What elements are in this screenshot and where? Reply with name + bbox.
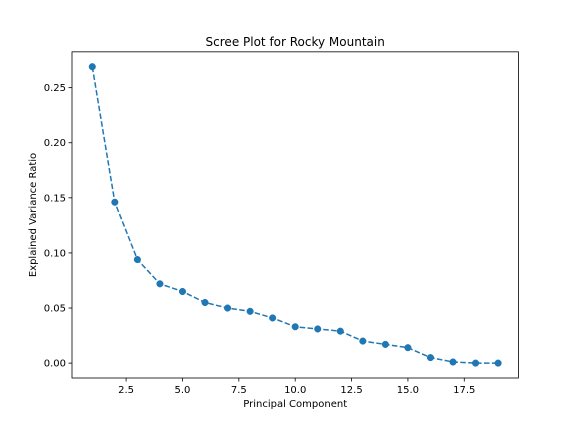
data-point-pc-1 bbox=[88, 63, 96, 71]
data-point-pc-18 bbox=[472, 359, 480, 367]
x-axis-label: Principal Component bbox=[243, 399, 347, 410]
x-tick-label: 15.0 bbox=[397, 385, 419, 396]
y-axis-label: Explained Variance Ratio bbox=[28, 153, 39, 277]
chart-title: Scree Plot for Rocky Mountain bbox=[206, 35, 385, 49]
y-tick-label: 0.10 bbox=[44, 248, 66, 259]
x-tick-label: 7.5 bbox=[231, 385, 247, 396]
data-point-pc-19 bbox=[494, 359, 502, 367]
data-point-pc-5 bbox=[178, 287, 187, 296]
data-point-pc-6 bbox=[201, 298, 209, 307]
x-tick-label: 2.5 bbox=[118, 385, 134, 396]
series-layer bbox=[88, 63, 502, 367]
plot-frame bbox=[71, 51, 519, 379]
data-point-pc-8 bbox=[246, 307, 254, 315]
x-tick-label: 5.0 bbox=[175, 385, 191, 396]
y-axis: 0.00 0.05 0.10 0.15 0.20 0.25 bbox=[44, 83, 72, 370]
x-tick-label: 10.0 bbox=[284, 385, 306, 396]
data-point-pc-10 bbox=[291, 323, 299, 331]
data-point-pc-9 bbox=[269, 314, 277, 322]
data-point-pc-7 bbox=[224, 304, 232, 312]
data-point-pc-15 bbox=[404, 344, 412, 352]
data-point-pc-4 bbox=[156, 280, 164, 288]
data-point-pc-2 bbox=[111, 198, 119, 206]
y-tick-label: 0.20 bbox=[44, 138, 66, 149]
data-point-pc-11 bbox=[314, 325, 322, 333]
data-point-pc-3 bbox=[133, 255, 141, 264]
x-tick-label: 12.5 bbox=[340, 385, 362, 396]
x-tick-label: 17.5 bbox=[453, 385, 475, 396]
data-point-pc-13 bbox=[359, 337, 367, 345]
y-tick-label: 0.00 bbox=[44, 359, 66, 370]
data-point-pc-17 bbox=[449, 358, 457, 366]
y-tick-label: 0.05 bbox=[44, 304, 66, 315]
y-tick-label: 0.15 bbox=[44, 193, 66, 204]
y-tick-label: 0.25 bbox=[44, 83, 66, 94]
x-axis: 2.5 5.0 7.5 10.0 12.5 15.0 17.5 bbox=[118, 378, 475, 396]
data-point-pc-12 bbox=[336, 327, 344, 335]
data-point-pc-14 bbox=[381, 340, 389, 348]
data-point-pc-16 bbox=[426, 354, 435, 362]
